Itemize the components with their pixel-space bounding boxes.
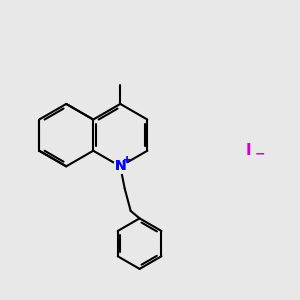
Text: I: I [245, 142, 251, 158]
Text: N: N [115, 159, 126, 173]
Text: N: N [115, 159, 126, 173]
Text: +: + [123, 155, 131, 165]
Text: +: + [123, 155, 131, 165]
Text: −: − [255, 148, 265, 161]
